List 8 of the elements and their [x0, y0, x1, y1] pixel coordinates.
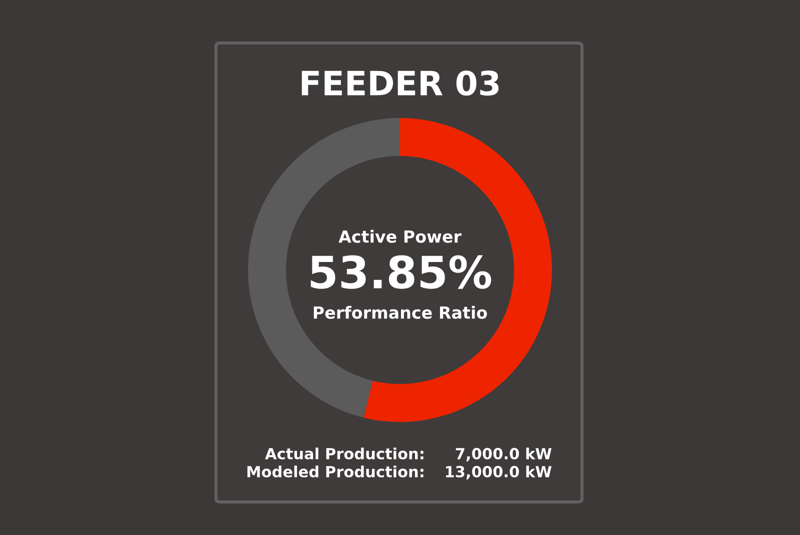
chart-title: FEEDER 03 [302, 70, 499, 96]
text: Modeled Production: [247, 466, 424, 478]
text: Actual Production: [265, 448, 424, 460]
text: Active Power [338, 230, 462, 243]
text: 7,000.0 kW [456, 448, 552, 462]
text: 13,000.0 kW [446, 466, 552, 480]
text: Performance Ratio [314, 306, 487, 319]
text: 53.85% [310, 255, 492, 289]
